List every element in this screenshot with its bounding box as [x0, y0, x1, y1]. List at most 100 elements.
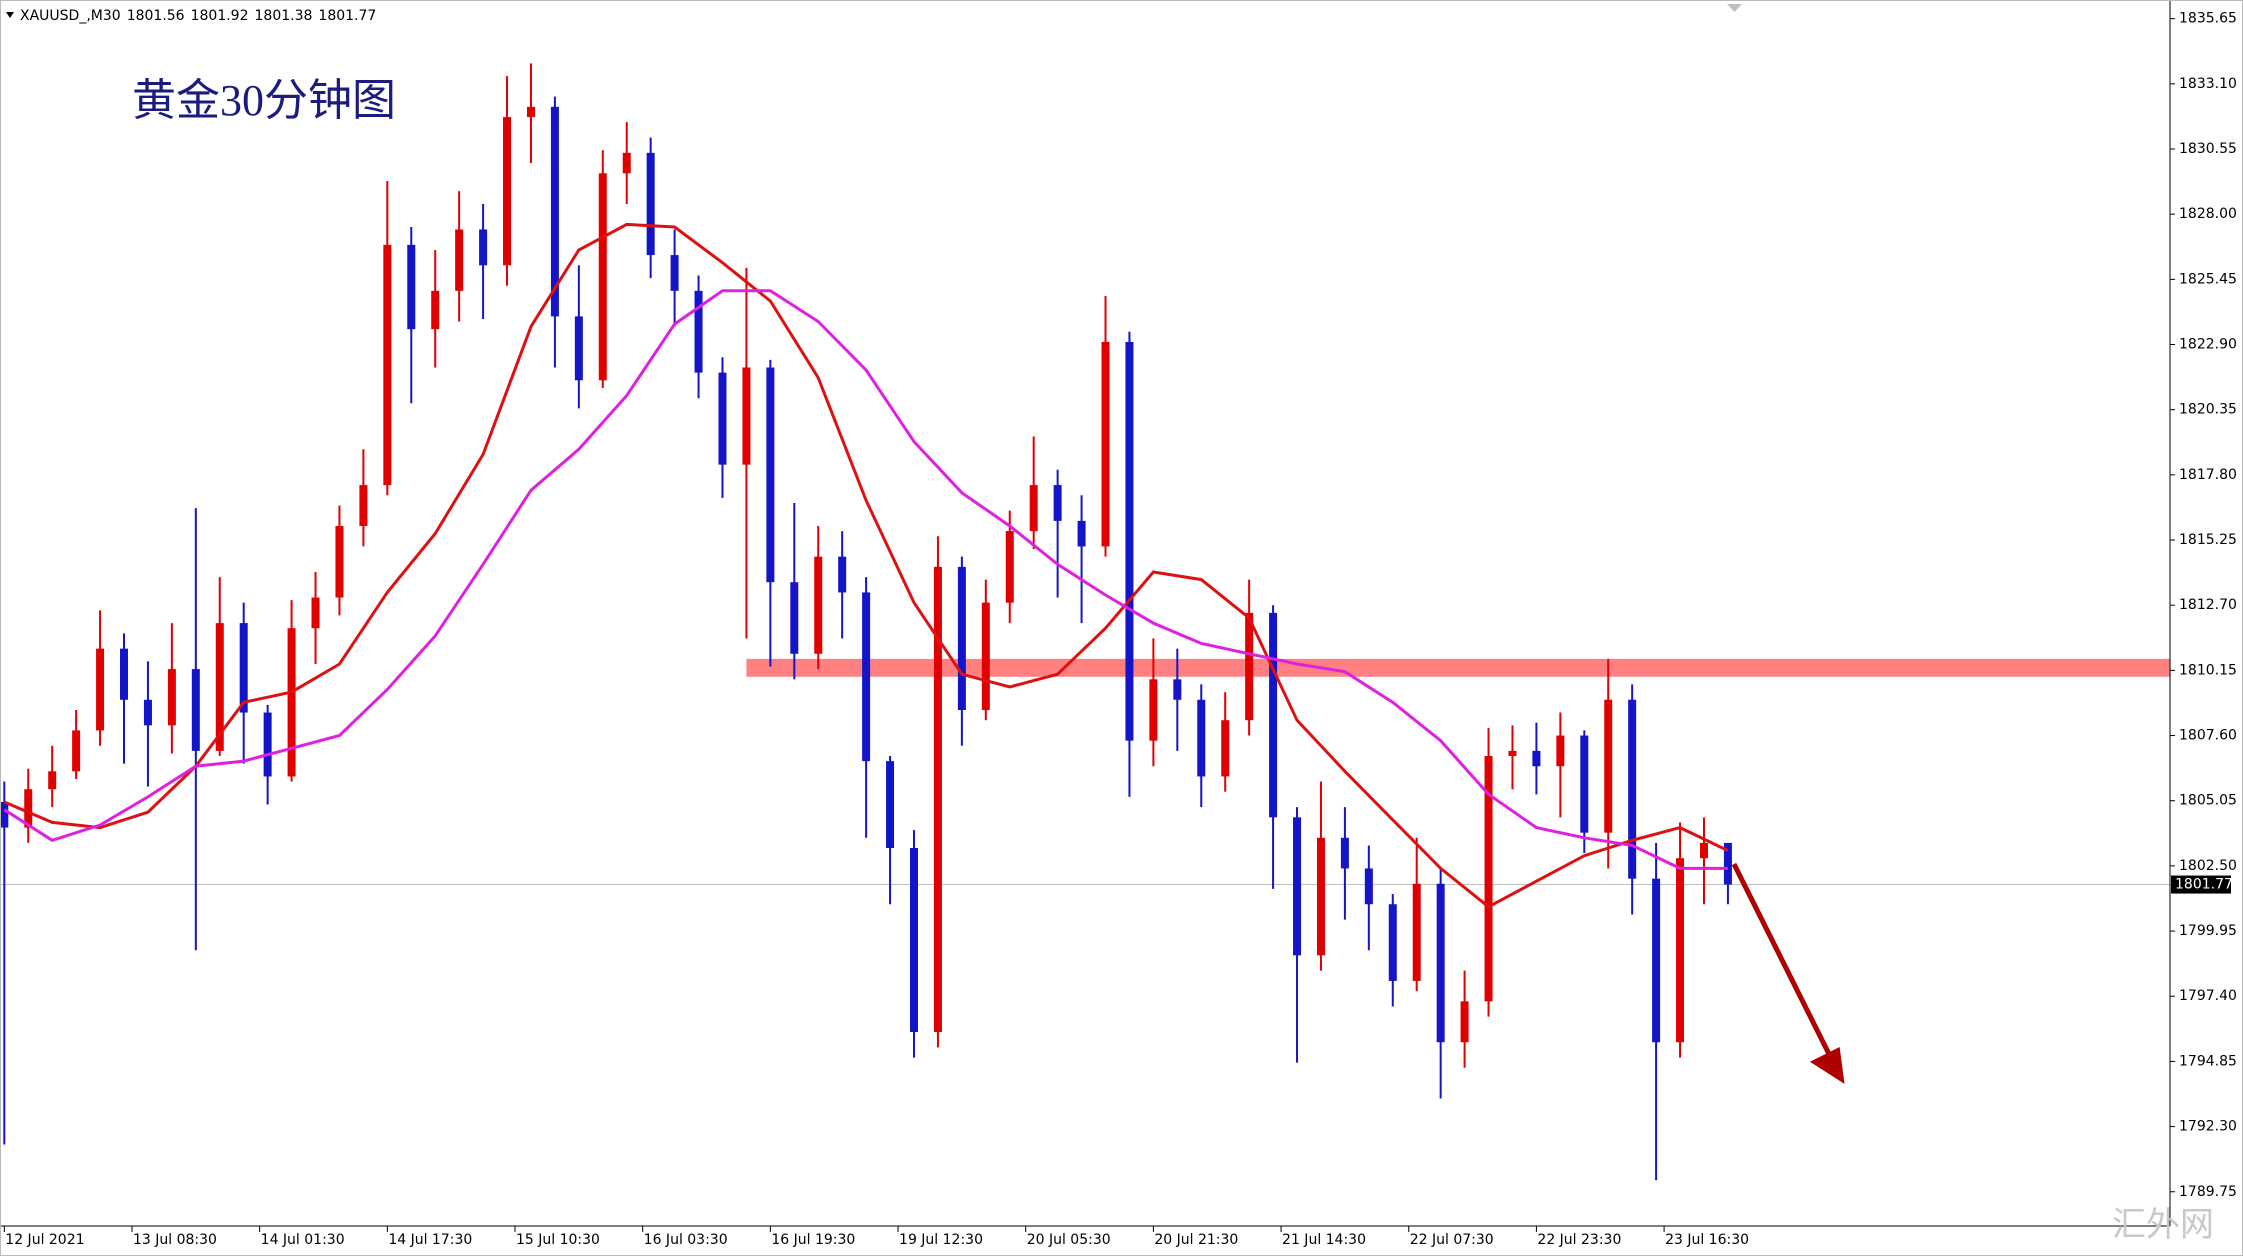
candle-body — [1652, 878, 1661, 1043]
candle-body — [1723, 842, 1732, 885]
candle-body — [1604, 699, 1613, 833]
candle-body — [96, 648, 105, 731]
y-tick-label: 1797.40 — [2179, 988, 2237, 1004]
candle-body — [886, 761, 895, 849]
candle-body — [1460, 1001, 1469, 1043]
candle-body — [503, 117, 512, 266]
y-tick-label: 1812.70 — [2179, 597, 2237, 613]
candle-body — [1125, 341, 1134, 741]
y-tick-label: 1810.15 — [2179, 662, 2237, 678]
candle-body — [1101, 341, 1110, 547]
y-tick-label: 1817.80 — [2179, 467, 2237, 483]
candle-body — [814, 556, 823, 654]
candle-body — [479, 229, 488, 266]
y-tick-label: 1794.85 — [2179, 1053, 2237, 1069]
y-tick-label: 1789.75 — [2179, 1184, 2237, 1200]
moving-average — [3, 222, 1729, 909]
moving-average — [3, 289, 1728, 870]
header-triangle — [6, 12, 14, 18]
candle-body — [0, 801, 9, 828]
x-tick-label: 23 Jul 16:30 — [1665, 1232, 1749, 1248]
y-tick-label: 1830.55 — [2179, 141, 2237, 157]
candle-body — [191, 669, 200, 751]
candle-body — [1221, 720, 1230, 777]
candle-body — [933, 566, 942, 1033]
candle-body — [335, 525, 344, 598]
candle-body — [1029, 485, 1038, 532]
y-tick-label: 1805.05 — [2179, 793, 2237, 809]
candle-body — [143, 699, 152, 726]
candle-body — [1197, 699, 1206, 777]
x-tick-label: 20 Jul 21:30 — [1154, 1232, 1238, 1248]
x-tick-label: 14 Jul 17:30 — [388, 1232, 472, 1248]
candle-body — [455, 229, 464, 291]
candle-body — [909, 848, 918, 1033]
candle-body — [431, 290, 440, 330]
candle-body — [383, 244, 392, 486]
price-label: 1801.77 — [2175, 877, 2233, 893]
candle-body — [766, 367, 775, 583]
price-label-box — [2171, 875, 2231, 894]
y-tick-label: 1807.60 — [2179, 728, 2237, 744]
candle-body — [694, 290, 703, 373]
candle-body — [120, 648, 129, 700]
candle-body — [239, 623, 248, 713]
candle-body — [574, 316, 583, 381]
candle-body — [742, 367, 751, 465]
y-tick-label: 1820.35 — [2179, 402, 2237, 418]
header-close: 1801.77 — [318, 8, 376, 24]
candle-body — [838, 556, 847, 593]
y-tick-label: 1792.30 — [2179, 1119, 2237, 1135]
candle-body — [1484, 755, 1493, 1002]
arrow-head — [1809, 1046, 1845, 1085]
candle-body — [1676, 858, 1685, 1043]
y-tick-label: 1828.00 — [2179, 206, 2237, 222]
candle-body — [1436, 883, 1445, 1043]
candle-body — [957, 566, 966, 710]
candle-body — [646, 152, 655, 256]
candle-body — [1508, 750, 1517, 756]
x-tick-label: 16 Jul 19:30 — [771, 1232, 855, 1248]
watermark: 汇外网 — [2112, 1206, 2214, 1244]
x-tick-label: 20 Jul 05:30 — [1027, 1232, 1111, 1248]
candle-body — [1053, 485, 1062, 521]
candle-body — [215, 623, 224, 751]
arrow-shaft — [1731, 862, 1833, 1058]
shift-marker — [1727, 4, 1742, 12]
candle-body — [1077, 520, 1086, 547]
x-tick-label: 15 Jul 10:30 — [516, 1232, 600, 1248]
candle-body — [1556, 735, 1565, 767]
candle-body — [622, 152, 631, 174]
candle-body — [598, 173, 607, 381]
x-tick-label: 16 Jul 03:30 — [644, 1232, 728, 1248]
chart-title: 黄金30分钟图 — [132, 76, 396, 125]
y-tick-label: 1835.65 — [2179, 11, 2237, 27]
y-tick-label: 1833.10 — [2179, 76, 2237, 92]
header-open: 1801.56 — [127, 8, 185, 24]
candle-body — [287, 628, 296, 777]
y-tick-label: 1822.90 — [2179, 337, 2237, 353]
chart-header: XAUUSD_,M30 1801.56 1801.92 1801.38 1801.77 — [20, 8, 376, 24]
candle-body — [1628, 699, 1637, 879]
candle-body — [670, 255, 679, 291]
candle-body — [24, 789, 33, 828]
candle-body — [1532, 750, 1541, 767]
plot-area — [0, 63, 2170, 1181]
candle-body — [1412, 883, 1421, 981]
candle-body — [311, 597, 320, 629]
symbol: XAUUSD_,M30 — [20, 8, 121, 24]
candle-body — [550, 106, 559, 317]
candle-body — [1173, 679, 1182, 700]
y-tick-label: 1799.95 — [2179, 923, 2237, 939]
candle-body — [359, 485, 368, 526]
resistance-zone — [746, 658, 2170, 677]
x-tick-label: 19 Jul 12:30 — [899, 1232, 983, 1248]
candle-body — [1269, 612, 1278, 818]
x-tick-label: 14 Jul 01:30 — [261, 1232, 345, 1248]
candle-body — [1245, 612, 1254, 721]
candle-body — [72, 730, 81, 772]
candle-body — [718, 372, 727, 465]
candle-body — [48, 771, 57, 790]
